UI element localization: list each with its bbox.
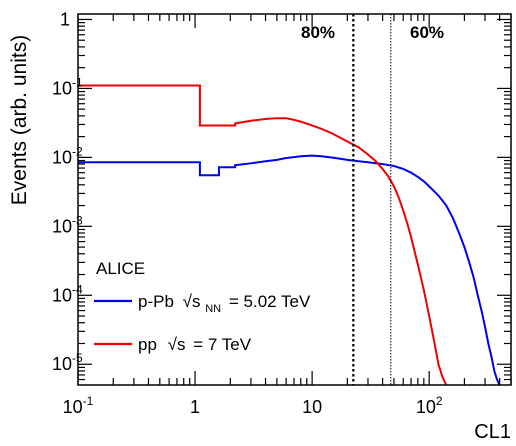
y-tick-label: 10-4 xyxy=(52,282,83,305)
series-line-ppb xyxy=(78,154,501,385)
x-tick-label: 10 xyxy=(302,397,322,417)
y-axis-ticks xyxy=(78,18,511,381)
x-axis-ticks xyxy=(77,14,512,385)
x-tick-labels: 10-1 1 10 102 xyxy=(63,394,443,417)
x-axis-title: CL1 xyxy=(474,421,511,443)
y-tick-label: 1 xyxy=(60,9,70,29)
plot-frame xyxy=(77,13,512,386)
centrality-lines xyxy=(352,14,392,385)
series-line-pp xyxy=(78,84,448,385)
y-tick-label: 10-5 xyxy=(52,351,83,374)
x-tick-label: 1 xyxy=(190,397,200,417)
centrality-label-60: 60% xyxy=(410,23,444,42)
centrality-label-80: 80% xyxy=(301,23,335,42)
legend: p-Pb √s NN = 5.02 TeV pp √s = 7 TeV xyxy=(94,292,311,354)
series-layer xyxy=(78,84,501,385)
y-tick-label: 10-3 xyxy=(52,213,83,236)
legend-label-ppb: p-Pb √s NN = 5.02 TeV xyxy=(138,292,311,316)
y-tick-label: 10-1 xyxy=(52,75,83,98)
alice-annotation: ALICE xyxy=(96,259,145,278)
y-axis-title: Events (arb. units) xyxy=(8,35,31,205)
legend-label-pp: pp √s = 7 TeV xyxy=(138,335,252,354)
y-tick-label: 10-2 xyxy=(52,144,83,167)
x-tick-label: 10-1 xyxy=(63,394,94,417)
x-tick-label: 102 xyxy=(416,394,443,417)
y-tick-labels: 1 10-1 10-2 10-3 10-4 10-5 xyxy=(52,9,83,374)
